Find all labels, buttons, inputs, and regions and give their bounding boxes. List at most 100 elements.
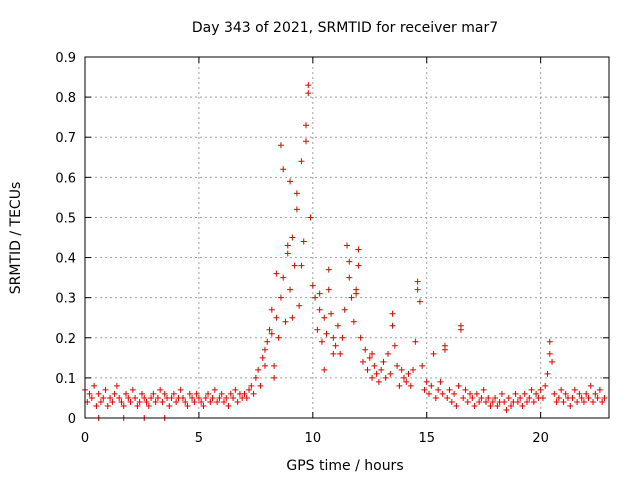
data-point (601, 394, 608, 401)
data-point (542, 382, 549, 389)
data-point (277, 294, 284, 301)
data-point (437, 378, 444, 385)
y-tick-label: 0.9 (55, 51, 76, 66)
data-point (521, 390, 528, 397)
data-point (125, 394, 132, 401)
data-point (416, 298, 423, 305)
data-point (362, 346, 369, 353)
data-point (88, 394, 95, 401)
x-axis-title: GPS time / hours (286, 458, 403, 474)
data-point (275, 334, 282, 341)
data-point (403, 378, 410, 385)
data-point (587, 382, 594, 389)
data-point (118, 398, 125, 405)
data-point (410, 366, 417, 373)
data-point (152, 398, 159, 405)
data-point (539, 394, 546, 401)
data-point (341, 306, 348, 313)
data-point (369, 350, 376, 357)
data-point (373, 370, 380, 377)
data-point (300, 238, 307, 245)
data-point (318, 338, 325, 345)
data-point (553, 398, 560, 405)
data-point (268, 306, 275, 313)
data-point (223, 394, 230, 401)
data-point (284, 250, 291, 257)
data-point (305, 90, 312, 97)
data-point (225, 402, 232, 409)
data-point (241, 390, 248, 397)
data-point (528, 386, 535, 393)
data-point (154, 394, 161, 401)
data-point (168, 394, 175, 401)
data-point (489, 398, 496, 405)
data-point (120, 402, 127, 409)
data-point (473, 390, 480, 397)
data-point (179, 394, 186, 401)
data-point (289, 314, 296, 321)
data-point (261, 362, 268, 369)
data-point (594, 394, 601, 401)
data-point (177, 386, 184, 393)
data-point (549, 358, 556, 365)
data-point (364, 366, 371, 373)
data-point (166, 402, 173, 409)
data-point (198, 398, 205, 405)
data-point (100, 394, 107, 401)
data-point (460, 394, 467, 401)
y-tick-label: 0.1 (55, 372, 76, 387)
data-point (378, 366, 385, 373)
data-point (182, 398, 189, 405)
data-point (412, 338, 419, 345)
data-point (599, 398, 606, 405)
data-point (478, 394, 485, 401)
data-point (492, 394, 499, 401)
data-point (337, 350, 344, 357)
data-point (273, 314, 280, 321)
data-point (111, 390, 118, 397)
data-point (574, 398, 581, 405)
data-point (467, 390, 474, 397)
data-point (530, 398, 537, 405)
data-point (307, 214, 314, 221)
data-point (396, 382, 403, 389)
data-point (227, 390, 234, 397)
data-point (287, 286, 294, 293)
data-point (309, 282, 316, 289)
data-point (407, 382, 414, 389)
data-point (544, 370, 551, 377)
data-point (567, 402, 574, 409)
data-point (405, 370, 412, 377)
data-point (353, 290, 360, 297)
data-point (316, 290, 323, 297)
data-point (113, 382, 120, 389)
y-axis-title: SRMTID / TECUs (8, 182, 24, 295)
data-point (129, 386, 136, 393)
data-point (546, 338, 553, 345)
axis-ticks: 0 0.1 0.2 0.3 0.4 0.5 0.6 0.7 0.8 0.9 0 5 10 15 20 (55, 51, 609, 446)
data-point (127, 398, 134, 405)
data-point (266, 326, 273, 333)
data-point (537, 386, 544, 393)
data-point (257, 382, 264, 389)
data-point (136, 398, 143, 405)
data-point (571, 386, 578, 393)
data-point (145, 402, 152, 409)
grid-lines (85, 57, 609, 418)
data-point (421, 386, 428, 393)
data-point (280, 166, 287, 173)
data-point (505, 394, 512, 401)
data-point (230, 394, 237, 401)
data-point (195, 394, 202, 401)
data-point (560, 398, 567, 405)
data-point (394, 362, 401, 369)
data-point (289, 234, 296, 241)
data-point (93, 402, 100, 409)
data-point (143, 398, 150, 405)
data-point (569, 394, 576, 401)
data-point (514, 398, 521, 405)
data-point (316, 306, 323, 313)
y-tick-label: 0.5 (55, 211, 76, 226)
data-point (350, 318, 357, 325)
data-point (596, 386, 603, 393)
